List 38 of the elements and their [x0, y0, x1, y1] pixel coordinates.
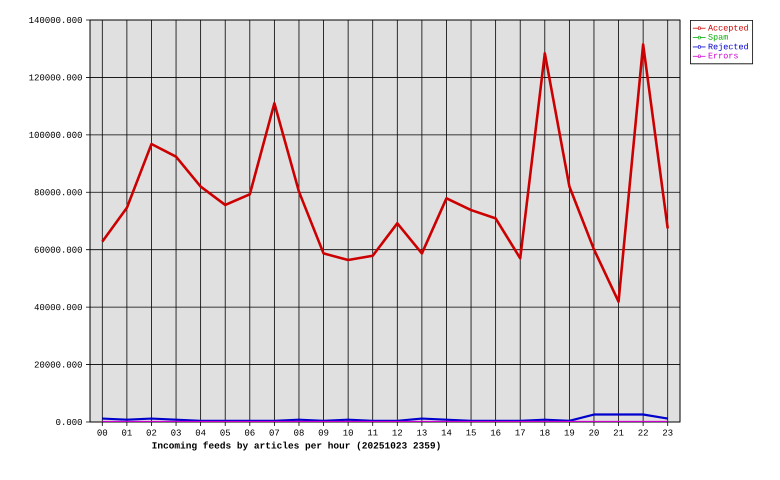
x-tick-label: 04 — [196, 430, 206, 436]
y-tick-label: 120000.000 — [29, 74, 82, 80]
x-tick-label: 02 — [146, 430, 156, 436]
x-tick-label: 07 — [270, 430, 280, 436]
x-tick-label: 14 — [442, 430, 452, 436]
y-tick-label: 40000.000 — [34, 304, 82, 310]
legend-label: Rejected — [708, 43, 748, 52]
x-tick-label: 12 — [392, 430, 402, 436]
x-tick-label: 11 — [368, 430, 378, 436]
x-tick-label: 01 — [122, 430, 132, 436]
x-tick-label: 03 — [171, 430, 181, 436]
x-tick-label: 20 — [589, 430, 599, 436]
y-tick-label: 100000.000 — [29, 132, 82, 138]
x-tick-label: 13 — [417, 430, 427, 436]
x-tick-label: 15 — [466, 430, 476, 436]
y-tick-label: 80000.000 — [34, 189, 82, 196]
x-tick-label: 00 — [97, 430, 108, 436]
x-tick-label: 23 — [662, 430, 673, 436]
x-tick-label: 16 — [490, 430, 500, 436]
x-tick-label: 08 — [294, 430, 304, 436]
legend-label: Errors — [708, 52, 738, 58]
x-tick-label: 05 — [220, 430, 230, 436]
x-tick-label: 09 — [318, 430, 328, 436]
line-series — [101, 43, 670, 303]
x-tick-label: 19 — [564, 430, 574, 436]
x-tick-label: 17 — [515, 430, 525, 436]
x-tick-label: 06 — [244, 430, 255, 436]
y-tick-label: 20000.000 — [34, 362, 82, 368]
y-tick-label: 60000.000 — [34, 246, 82, 253]
x-tick-label: 21 — [614, 430, 624, 436]
x-axis-title: Incoming feeds by articles per hour (20251023 2359) — [152, 442, 440, 451]
x-tick-label: 22 — [638, 430, 648, 436]
y-tick-label: 140000.000 — [29, 16, 82, 24]
x-tick-label: 10 — [343, 430, 353, 436]
legend-label: Accepted — [708, 24, 748, 32]
x-tick-label: 18 — [540, 430, 550, 436]
legend-label: Spam — [708, 34, 728, 42]
y-tick-label: 0.000 — [56, 418, 82, 426]
